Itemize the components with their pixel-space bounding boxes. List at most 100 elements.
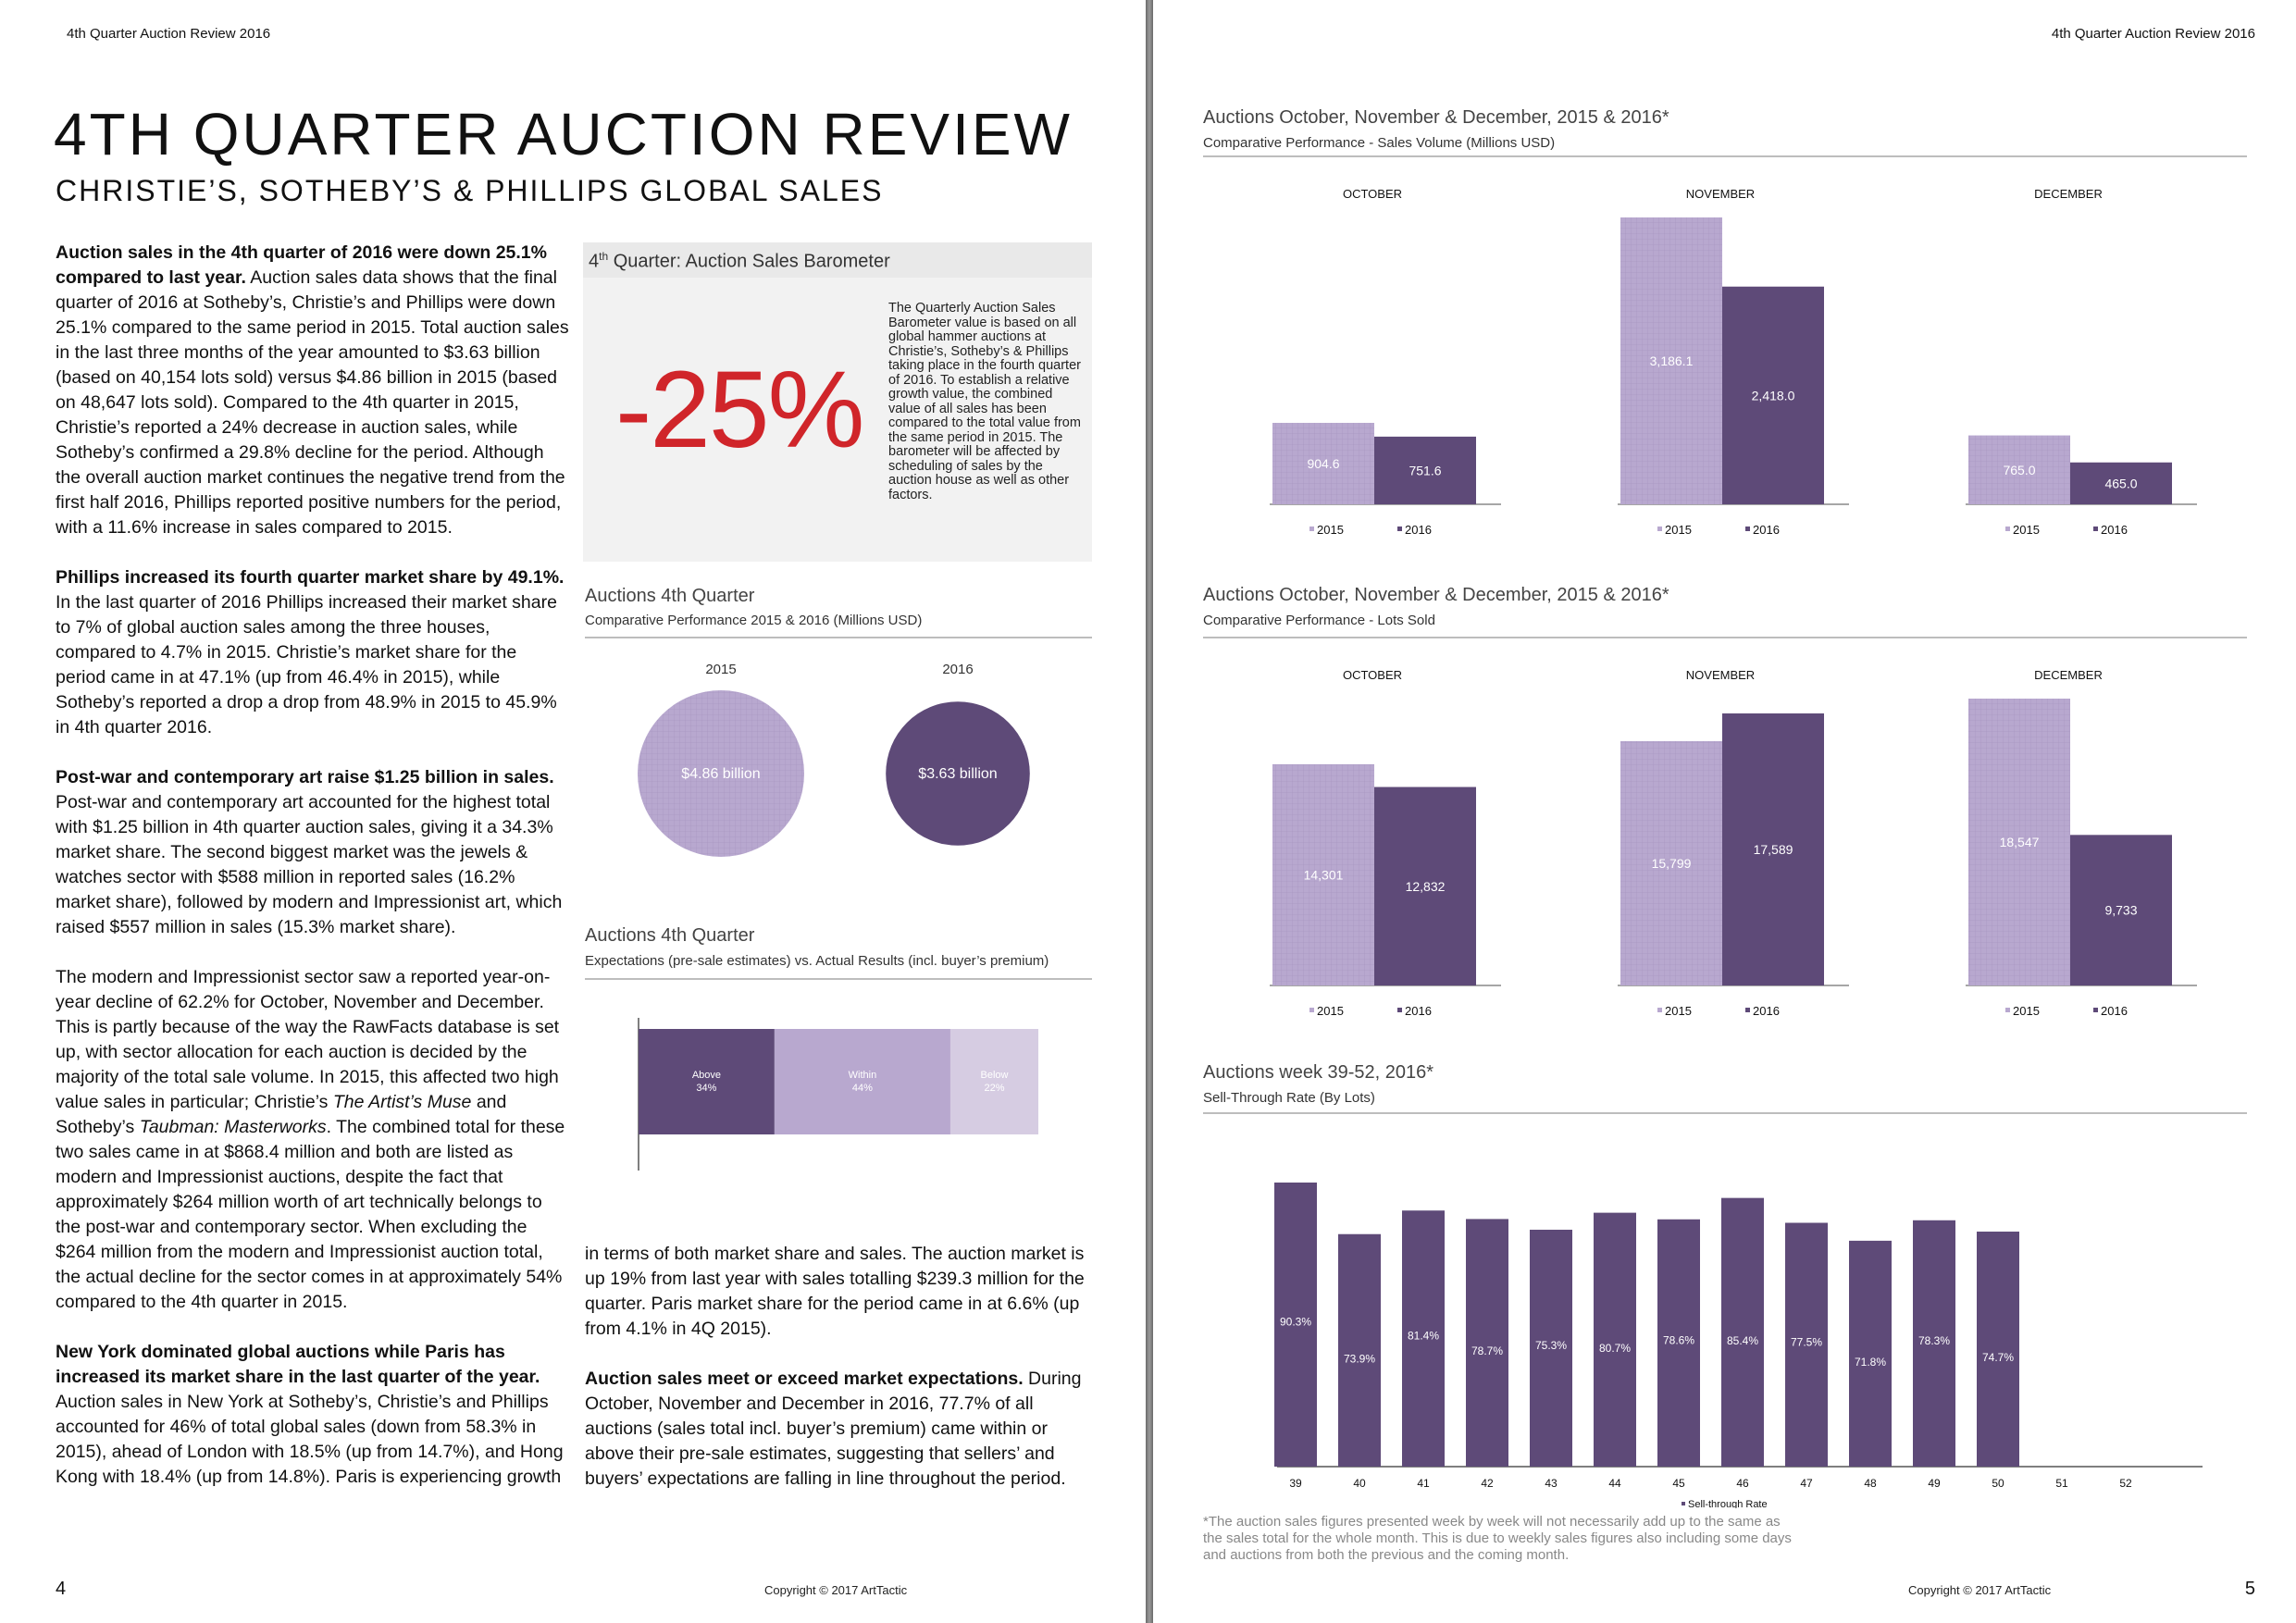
expectations-chart: Above 34% Within 44% Below 22%	[638, 1018, 1038, 1171]
legend-swatch	[1397, 527, 1402, 531]
paragraph-text: Post-war and contemporary art accounted …	[56, 792, 563, 937]
paragraph-lead: Auction sales meet or exceed market expe…	[585, 1369, 1024, 1389]
barometer-description: The Quarterly Auction Sales Barometer va…	[888, 301, 1081, 502]
week-tick-label: 42	[1481, 1477, 1494, 1490]
bar-value-label: 15,799	[1652, 856, 1692, 871]
lots-chart-subtitle: Comparative Performance - Lots Sold	[1203, 613, 1435, 628]
paragraph-lead: Phillips increased its fourth quarter ma…	[56, 567, 565, 588]
legend-label: 2016	[1753, 1004, 1780, 1018]
sales-volume-chart: OCTOBER 904.6 751.6 2015 2016 NOVEMBER 3,186.1…	[1270, 187, 2197, 537]
legend-swatch	[2005, 527, 2010, 531]
segment-percent: 44%	[852, 1083, 873, 1094]
paragraph-text: The modern and Impressionist sector saw …	[56, 967, 560, 1112]
barometer-title: 4th Quarter: Auction Sales Barometer	[583, 242, 1092, 278]
segment-name: Within	[849, 1070, 877, 1081]
bar-2015	[1272, 763, 1374, 985]
left-page: 4th Quarter Auction Review 2016 4TH QUAR…	[0, 0, 1146, 1623]
bar-value-label: 2,418.0	[1752, 388, 1795, 403]
legend-label: 2015	[1665, 523, 1692, 537]
main-text-column: Auction sales in the 4th quarter of 2016…	[56, 241, 569, 1515]
divider	[585, 637, 1092, 638]
week-tick-label: 41	[1417, 1477, 1430, 1490]
segment-name: Above	[692, 1070, 721, 1081]
week-tick-label: 48	[1864, 1477, 1877, 1490]
divider	[1203, 1112, 2247, 1114]
bar-value-label: 765.0	[2003, 463, 2035, 477]
paragraph-lead: New York dominated global auctions while…	[56, 1342, 540, 1387]
week-tick-label: 50	[1992, 1477, 2004, 1490]
paragraph: The modern and Impressionist sector saw …	[56, 965, 569, 1315]
page-subtitle: CHRISTIE’S, SOTHEBY’S & PHILLIPS GLOBAL …	[56, 174, 884, 207]
circle-2016	[886, 701, 1030, 846]
expectations-subtitle: Expectations (pre-sale estimates) vs. Ac…	[585, 953, 1049, 969]
week-bar	[1721, 1197, 1764, 1467]
middle-text-column: in terms of both market share and sales.…	[585, 1242, 1098, 1517]
week-value-label: 71.8%	[1855, 1356, 1886, 1369]
month-label: OCTOBER	[1343, 668, 1402, 682]
bar-2015	[1620, 217, 1722, 504]
bar-2016	[2070, 462, 2172, 504]
week-value-label: 90.3%	[1280, 1315, 1311, 1328]
page-number: 5	[2244, 1579, 2255, 1599]
bar-2016	[1722, 713, 1824, 985]
legend-swatch	[1397, 1008, 1402, 1012]
legend-swatch	[2093, 1008, 2098, 1012]
circle-value-label: $3.63 billion	[918, 766, 997, 782]
legend-label: 2015	[1317, 523, 1344, 537]
month-label: NOVEMBER	[1686, 668, 1755, 682]
paragraph: Post-war and contemporary art raise $1.2…	[56, 765, 569, 940]
week-tick-label: 40	[1353, 1477, 1366, 1490]
bar-2015	[1968, 699, 2070, 985]
month-label: NOVEMBER	[1686, 187, 1755, 201]
sellthrough-title: Auctions week 39-52, 2016*	[1203, 1062, 1434, 1083]
legend-swatch	[2005, 1008, 2010, 1012]
divider	[585, 978, 1092, 980]
page-title: 4TH QUARTER AUCTION REVIEW	[54, 101, 1073, 167]
bar-value-label: 18,547	[2000, 835, 2040, 849]
right-page: 4th Quarter Auction Review 2016 Auctions…	[1153, 0, 2296, 1623]
week-bar	[1402, 1210, 1445, 1467]
week-bar	[1338, 1233, 1381, 1467]
week-tick-label: 47	[1800, 1477, 1813, 1490]
segment-percent: 34%	[696, 1083, 716, 1094]
paragraph: New York dominated global auctions while…	[56, 1340, 569, 1490]
week-bar	[1657, 1219, 1700, 1467]
bar-2015	[1272, 422, 1374, 504]
circle-value-label: $4.86 billion	[681, 766, 760, 782]
paragraph-text: Auction sales data shows that the final …	[56, 267, 569, 538]
bar-value-label: 751.6	[1409, 463, 1441, 477]
week-value-label: 85.4%	[1727, 1334, 1758, 1347]
week-value-label: 81.4%	[1408, 1330, 1439, 1343]
paragraph: in terms of both market share and sales.…	[585, 1244, 1085, 1339]
legend-label: 2016	[1753, 523, 1780, 537]
bar-value-label: 465.0	[2104, 476, 2137, 490]
bar-2015	[1620, 740, 1722, 985]
circles-subtitle: Comparative Performance 2015 & 2016 (Mil…	[585, 613, 923, 628]
legend-label: 2016	[2101, 523, 2128, 537]
divider	[1203, 637, 2247, 638]
week-value-label: 78.3%	[1918, 1334, 1950, 1347]
bar-2015	[1968, 435, 2070, 504]
legend-label: Sell-through Rate	[1688, 1499, 1768, 1508]
legend-label: 2015	[2013, 1004, 2040, 1018]
copyright: Copyright © 2017 ArtTactic	[1908, 1583, 2052, 1597]
paragraph-text: In the last quarter of 2016 Phillips inc…	[56, 592, 557, 737]
week-value-label: 75.3%	[1535, 1339, 1567, 1352]
segment-name: Below	[980, 1070, 1008, 1081]
sales-chart-subtitle: Comparative Performance - Sales Volume (…	[1203, 135, 1556, 151]
circles-title: Auctions 4th Quarter	[585, 586, 755, 606]
week-tick-label: 52	[2119, 1477, 2132, 1490]
divider	[1203, 155, 2247, 157]
bar-value-label: 904.6	[1307, 456, 1339, 471]
week-value-label: 77.5%	[1791, 1335, 1822, 1348]
circle-year-label: 2015	[705, 662, 736, 677]
week-tick-label: 43	[1545, 1477, 1558, 1490]
week-bar	[1466, 1219, 1508, 1467]
legend-swatch	[1682, 1502, 1685, 1505]
legend-label: 2015	[1317, 1004, 1344, 1018]
paragraph-text: Auction sales in New York at Sotheby’s, …	[56, 1392, 564, 1487]
lots-chart-title: Auctions October, November & December, 2…	[1203, 585, 1669, 605]
sellthrough-subtitle: Sell-Through Rate (By Lots)	[1203, 1090, 1375, 1106]
page-spine	[1146, 0, 1153, 1623]
legend-swatch	[1657, 1008, 1662, 1012]
